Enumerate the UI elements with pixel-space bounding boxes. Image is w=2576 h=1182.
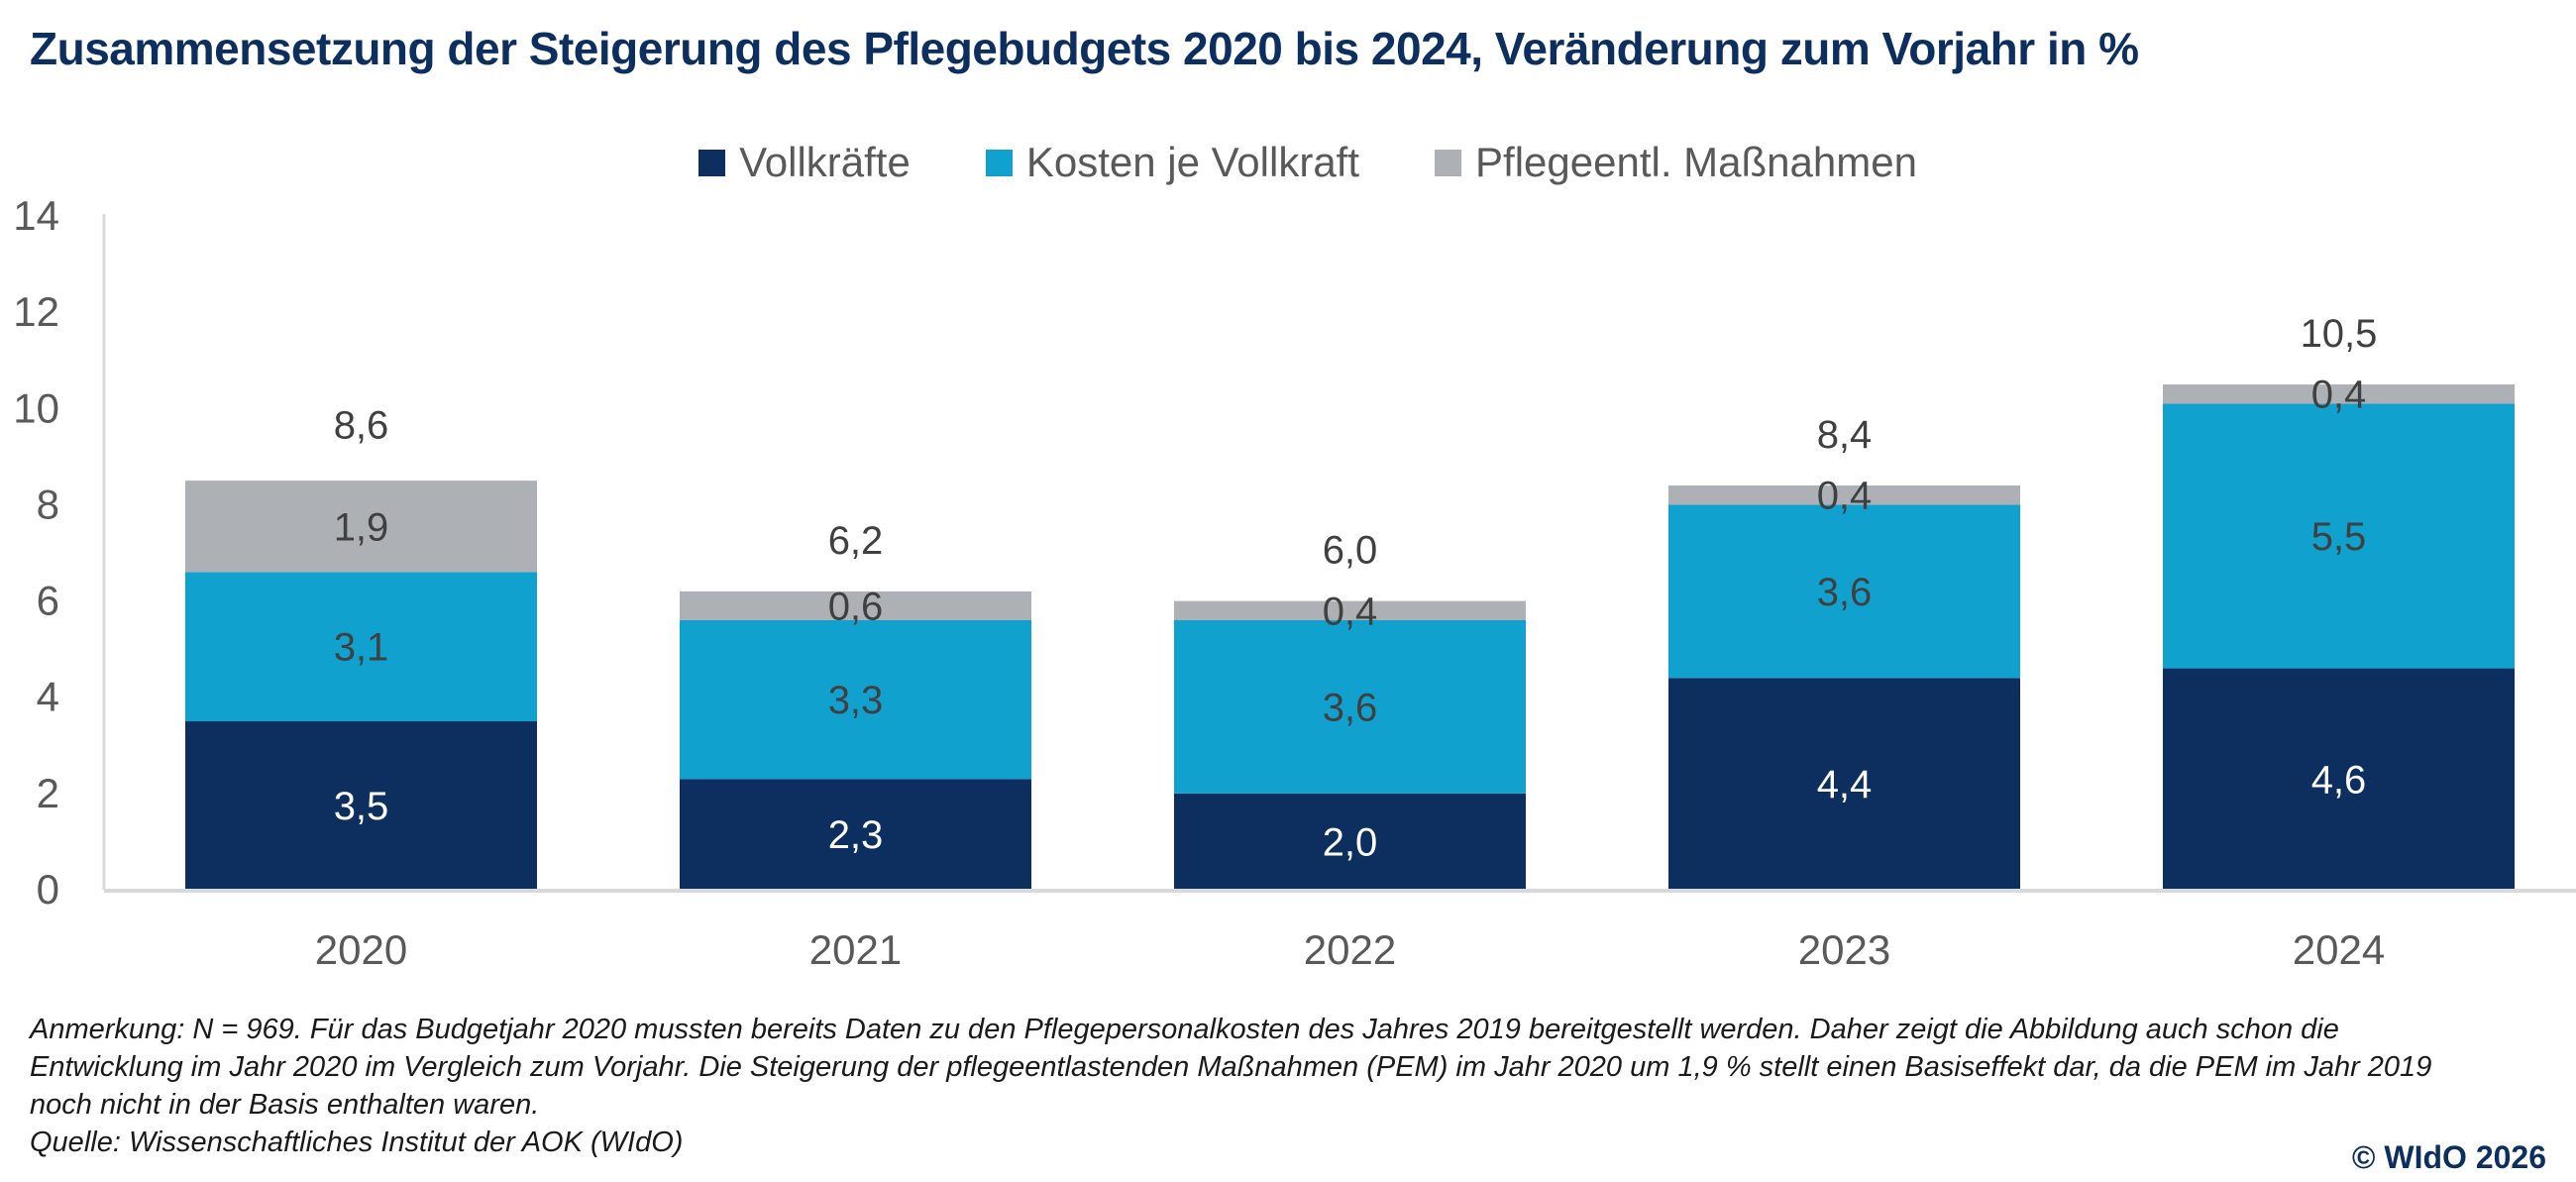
bar-segment (1668, 504, 2020, 679)
x-tick-label: 2024 (2293, 926, 2385, 973)
y-tick-label: 8 (37, 481, 59, 527)
source-line: Quelle: Wissenschaftliches Institut der … (30, 1127, 684, 1158)
segment-label: 3,5 (334, 785, 389, 828)
segment-label: 0,4 (1323, 590, 1378, 633)
segment-label: 4,6 (2311, 758, 2367, 802)
y-tick-label: 0 (37, 866, 59, 913)
bar-segment (680, 591, 1031, 620)
legend-swatch-pem (1435, 149, 1462, 176)
y-tick-label: 6 (37, 578, 59, 624)
legend-item-pem: Pflegeentl. Maßnahmen (1435, 139, 1917, 186)
y-tick-label: 10 (13, 384, 59, 431)
legend-label: Pflegeentl. Maßnahmen (1475, 139, 1917, 185)
bar-segment (1174, 600, 1526, 620)
segment-label: 3,1 (334, 626, 389, 670)
total-label: 8,4 (1817, 413, 1873, 457)
copyright: © WIdO 2026 (2351, 1139, 2546, 1175)
note-line: noch nicht in der Basis enthalten waren. (30, 1089, 540, 1121)
chart-title: Zusammensetzung der Steigerung des Pfleg… (30, 23, 2139, 74)
data-labels: 3,5 3,1 1,9 8,6 2,3 3,3 0,6 6,2 2,0 3,6 0,4 6,0 4,4 3… (334, 312, 2378, 864)
total-label: 8,6 (334, 403, 389, 447)
x-tick-label: 2020 (315, 926, 407, 973)
segment-label: 2,0 (1323, 820, 1378, 864)
segment-label: 1,9 (334, 505, 389, 549)
y-tick-label: 2 (37, 770, 59, 816)
segment-label: 3,6 (1323, 686, 1378, 729)
footnote: Anmerkung: N = 969. Für das Budgetjahr 2… (30, 1011, 2546, 1161)
y-tick-label: 12 (13, 288, 59, 335)
segment-label: 2,3 (828, 813, 884, 857)
total-label: 10,5 (2301, 312, 2378, 356)
segment-label: 5,5 (2311, 515, 2367, 559)
legend-swatch-kosten (985, 149, 1013, 176)
legend-label: Kosten je Vollkraft (1025, 139, 1360, 185)
note-line: Entwicklung im Jahr 2020 im Vergleich zu… (30, 1051, 2432, 1083)
segment-label: 0,4 (1817, 475, 1873, 518)
bar-segment (185, 721, 537, 890)
legend-item-vollkraefte: Vollkräfte (698, 139, 911, 186)
legend-label: Vollkräfte (739, 139, 911, 185)
y-tick-label: 4 (37, 674, 59, 720)
total-label: 6,2 (828, 519, 884, 563)
y-tick-label: 14 (13, 192, 59, 239)
bar-segment (2163, 384, 2515, 404)
bar-segment (1174, 793, 1526, 890)
legend-swatch-vollkraefte (698, 149, 726, 176)
bars (185, 384, 2515, 890)
bar-segment (680, 779, 1031, 890)
total-label: 6,0 (1323, 529, 1378, 573)
legend-item-kosten: Kosten je Vollkraft (985, 139, 1360, 186)
bar-segment (185, 572, 537, 721)
x-tick-label: 2021 (809, 926, 902, 973)
segment-label: 0,4 (2311, 374, 2367, 417)
x-axis: 2020 2021 2022 2023 2024 (104, 889, 2576, 973)
chart-legend: Vollkräfte Kosten je Vollkraft Pflegeent… (0, 139, 2576, 186)
bar-segment (1174, 620, 1526, 794)
bar-segment (1668, 485, 2020, 505)
bar-segment (2163, 403, 2515, 669)
bar-segment (1668, 678, 2020, 890)
x-tick-label: 2023 (1798, 926, 1890, 973)
note-line: Anmerkung: N = 969. Für das Budgetjahr 2… (30, 1014, 2339, 1045)
segment-label: 3,6 (1817, 571, 1873, 614)
x-tick-label: 2022 (1304, 926, 1396, 973)
segment-label: 3,3 (828, 679, 884, 722)
bar-segment (2163, 668, 2515, 890)
bar-segment (680, 620, 1031, 780)
segment-label: 0,6 (828, 585, 884, 628)
segment-label: 4,4 (1817, 763, 1873, 806)
bar-segment (185, 481, 537, 573)
y-axis: 0 2 4 6 8 10 12 14 (13, 192, 106, 913)
